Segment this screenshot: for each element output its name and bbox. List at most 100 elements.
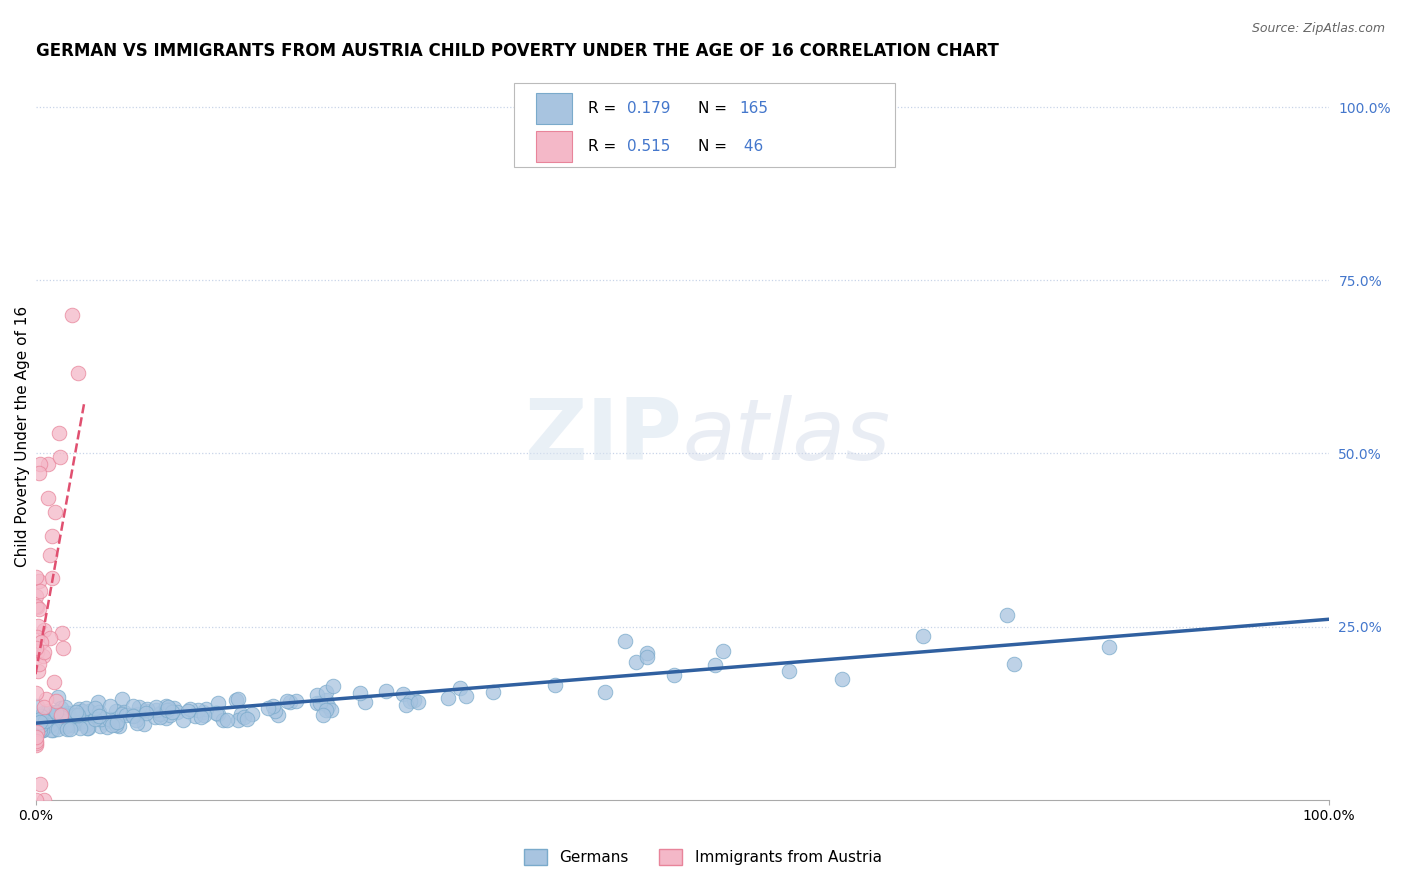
Point: [32, 793, 55, 807]
Point: [711, 644, 734, 658]
Text: atlas: atlas: [682, 394, 890, 477]
Point: [122, 708, 145, 723]
Point: [312, 708, 335, 723]
Point: [28, 584, 51, 599]
Point: [1098, 640, 1121, 655]
Point: [41, 529, 63, 543]
Point: [155, 698, 177, 713]
Point: [276, 693, 298, 707]
Point: [172, 713, 194, 727]
Point: [28, 602, 51, 616]
Point: [60, 308, 83, 322]
Point: [195, 702, 218, 716]
Point: [207, 707, 229, 722]
Point: [51, 714, 73, 729]
Point: [24, 736, 46, 750]
Point: [25, 730, 48, 744]
Point: [42, 723, 65, 737]
Point: [37, 457, 59, 471]
Point: [704, 657, 727, 672]
Point: [406, 695, 429, 709]
Point: [626, 655, 648, 669]
Point: [30, 718, 52, 732]
Point: [72, 714, 94, 729]
Point: [911, 629, 934, 643]
Point: [25, 738, 48, 752]
Point: [225, 693, 247, 707]
Point: [155, 710, 177, 724]
Point: [63, 708, 86, 723]
Legend: Germans, Immigrants from Austria: Germans, Immigrants from Austria: [519, 843, 887, 871]
Point: [25, 599, 48, 614]
Point: [114, 707, 136, 722]
Point: [229, 707, 252, 722]
Point: [45, 714, 67, 729]
Point: [66, 366, 89, 380]
Point: [75, 701, 97, 715]
Point: [66, 708, 89, 723]
Point: [233, 710, 256, 724]
Point: [831, 672, 853, 686]
Point: [49, 701, 72, 715]
Point: [67, 702, 90, 716]
Point: [226, 691, 249, 706]
Point: [614, 634, 637, 648]
Point: [32, 700, 55, 714]
Point: [39, 717, 62, 731]
Point: [34, 719, 56, 733]
Point: [778, 664, 800, 678]
Point: [87, 705, 110, 719]
Point: [25, 630, 48, 644]
Point: [32, 645, 55, 659]
Point: [285, 694, 308, 708]
Point: [45, 694, 67, 708]
Point: [149, 706, 172, 721]
Point: [437, 691, 460, 706]
Point: [27, 664, 49, 678]
Point: [157, 700, 180, 714]
Point: [145, 700, 167, 714]
Point: [995, 607, 1018, 622]
Point: [48, 723, 70, 737]
Point: [191, 706, 214, 720]
Point: [149, 706, 172, 721]
Point: [39, 723, 62, 737]
Point: [104, 718, 127, 732]
Point: [69, 721, 91, 735]
Point: [37, 704, 59, 718]
Point: [76, 721, 98, 735]
Point: [30, 712, 52, 726]
Point: [662, 668, 685, 682]
Point: [105, 705, 128, 719]
Point: [135, 702, 157, 716]
Point: [636, 650, 658, 665]
Point: [145, 703, 167, 717]
Point: [127, 707, 149, 722]
Point: [67, 716, 90, 731]
Point: [193, 707, 215, 722]
Point: [27, 619, 49, 633]
Point: [319, 704, 342, 718]
Point: [266, 708, 288, 723]
Point: [77, 710, 100, 724]
Point: [42, 706, 65, 721]
Point: [159, 707, 181, 722]
Point: [58, 706, 80, 720]
Point: [32, 649, 55, 664]
Point: [595, 685, 617, 699]
Point: [207, 696, 229, 710]
Point: [27, 466, 49, 480]
Point: [318, 698, 340, 713]
Point: [66, 714, 89, 729]
Point: [90, 712, 112, 726]
Point: [128, 700, 150, 714]
Point: [30, 457, 52, 471]
Point: [101, 714, 124, 729]
Point: [454, 690, 477, 704]
Point: [177, 704, 200, 718]
Point: [93, 714, 115, 729]
Point: [45, 705, 67, 719]
Point: [49, 450, 72, 464]
Point: [25, 641, 48, 656]
Point: [46, 690, 69, 705]
